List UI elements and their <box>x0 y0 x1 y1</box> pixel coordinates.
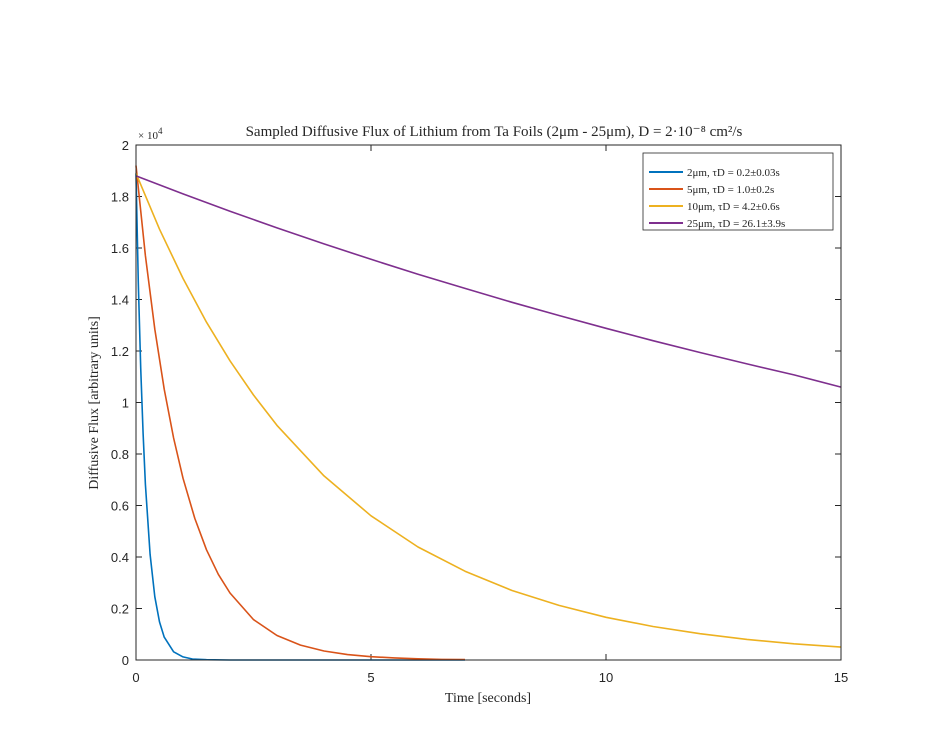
legend-entry-2: 10μm, τD = 4.2±0.6s <box>687 201 780 213</box>
y-tick-label: 0.8 <box>111 447 129 462</box>
y-axis-label: Diffusive Flux [arbitrary units] <box>87 316 102 490</box>
y-tick-label: 1.6 <box>111 241 129 256</box>
series-layer <box>135 165 842 661</box>
legend: 2μm, τD = 0.2±0.03s 5μm, τD = 1.0±0.2s 10μ… <box>642 152 834 231</box>
y-tick-label: 0.6 <box>111 499 129 514</box>
plot-area <box>136 145 841 660</box>
y-exponent: × 104 <box>138 126 163 142</box>
series-line-1 <box>135 165 466 661</box>
x-tick-label: 0 <box>132 670 139 685</box>
y-tick-label: 0.4 <box>111 550 129 565</box>
chart-title: Sampled Diffusive Flux of Lithium from T… <box>246 124 743 140</box>
x-tick-label: 15 <box>834 670 848 685</box>
plot-frame <box>135 144 842 661</box>
x-tick-label: 5 <box>367 670 374 685</box>
y-tick-label: 2 <box>122 138 129 153</box>
y-tick-label: 0 <box>122 653 129 668</box>
y-tick-label: 1.4 <box>111 293 129 308</box>
x-tick-label: 10 <box>599 670 613 685</box>
y-tick-label: 0.2 <box>111 602 129 617</box>
legend-box <box>642 152 834 231</box>
y-tick-label: 1.8 <box>111 190 129 205</box>
legend-entry-3: 25μm, τD = 26.1±3.9s <box>687 218 785 230</box>
series-line-3 <box>135 175 842 388</box>
legend-entry-1: 5μm, τD = 1.0±0.2s <box>687 184 774 196</box>
x-axis-label: Time [seconds] <box>445 691 531 706</box>
y-tick-label: 1 <box>122 396 129 411</box>
legend-entry-0: 2μm, τD = 0.2±0.03s <box>687 167 780 179</box>
tick-labels: 0 5 10 15 0 0.2 0.4 0.6 0.8 1 1.2 1.4 1.6 1.8 2 <box>111 138 848 685</box>
series-line-2 <box>135 172 842 648</box>
y-tick-label: 1.2 <box>111 344 129 359</box>
